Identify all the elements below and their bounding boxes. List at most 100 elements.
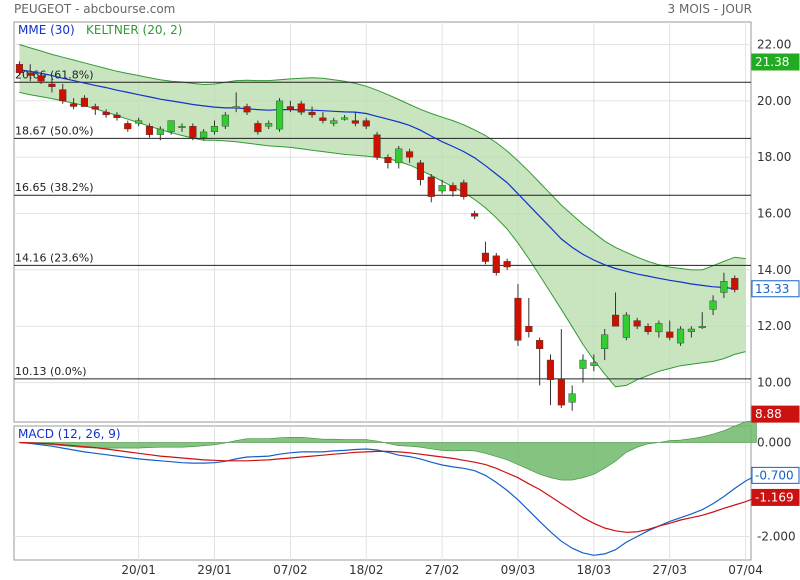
- candle-body: [677, 328, 685, 344]
- candle-body: [341, 117, 349, 120]
- price-value-tag: 8.88: [755, 407, 782, 421]
- candle-body: [276, 100, 284, 130]
- candle-body: [655, 323, 663, 333]
- candle-body: [536, 340, 544, 349]
- x-tick-label: 18/03: [577, 563, 612, 577]
- chart-title: PEUGEOT - abcbourse.com: [14, 2, 176, 16]
- candle-body: [113, 114, 121, 118]
- candle-body: [427, 176, 435, 197]
- candle-body: [514, 297, 522, 341]
- candle-body: [557, 379, 565, 406]
- fibonacci-label: 14.16 (23.6%): [15, 251, 94, 264]
- candle-body: [709, 300, 717, 310]
- legend-keltner: KELTNER (20, 2): [86, 23, 182, 37]
- price-value-tag-fill: [752, 54, 799, 70]
- candle-body: [622, 314, 630, 338]
- candle-body: [698, 326, 706, 328]
- candle-body: [720, 281, 728, 293]
- fibonacci-label: 16.65 (38.2%): [15, 181, 94, 194]
- macd-y-tick-label: -2.000: [757, 529, 796, 543]
- candle-body: [644, 326, 652, 333]
- macd-value-tag-fill: [752, 489, 799, 506]
- candle-body: [156, 128, 164, 135]
- candle-body: [26, 72, 34, 76]
- candle-body: [15, 64, 24, 74]
- candle-body: [384, 156, 392, 163]
- candle-body: [601, 334, 609, 350]
- candle-body: [492, 255, 500, 273]
- period-label: 3 MOIS - JOUR: [667, 2, 752, 16]
- candle-body: [80, 97, 88, 107]
- keltner-upper-line: [19, 44, 746, 271]
- mme-line: [19, 69, 735, 290]
- candle-body: [70, 103, 78, 107]
- candle-body: [590, 362, 598, 366]
- price-value-tag-fill: [752, 406, 799, 423]
- candle-body: [362, 120, 370, 127]
- candle-body: [254, 123, 262, 133]
- candle-body: [124, 123, 132, 130]
- x-tick-label: 07/02: [273, 563, 308, 577]
- x-tick-label: 27/02: [425, 563, 460, 577]
- candle-body: [460, 182, 468, 197]
- candle-body: [373, 134, 381, 158]
- candle-body: [265, 123, 273, 127]
- macd-value-tag-box: [751, 466, 800, 484]
- y-tick-label: 16.00: [757, 207, 791, 221]
- candle-body: [612, 314, 620, 327]
- candle-body: [330, 120, 338, 124]
- candle-body: [525, 326, 533, 333]
- candle-body: [308, 111, 316, 116]
- legend-mme: MME (30): [18, 23, 75, 37]
- candle-body: [243, 106, 251, 113]
- candle-body: [37, 75, 45, 82]
- candle-body: [319, 117, 327, 121]
- candle-body: [91, 106, 99, 110]
- macd-value-tag: -0.700: [755, 468, 794, 482]
- candle-body: [471, 213, 479, 217]
- y-tick-label: 10.00: [757, 376, 791, 390]
- signal-line: [19, 441, 757, 533]
- price-value-tag: 13.33: [755, 282, 789, 296]
- candle-body: [666, 331, 674, 338]
- candle-body: [503, 261, 511, 268]
- macd-value-tag: -1.169: [755, 490, 794, 504]
- candle-body: [210, 125, 219, 132]
- x-tick-label: 27/03: [652, 563, 687, 577]
- candle-body: [48, 83, 56, 87]
- fibonacci-label: 18.67 (50.0%): [15, 124, 94, 137]
- candle-body: [189, 125, 197, 138]
- candle-body: [546, 359, 554, 380]
- candle-body: [200, 131, 208, 138]
- candle-body: [102, 111, 110, 116]
- x-tick-label: 09/03: [501, 563, 536, 577]
- keltner-band: [19, 44, 746, 387]
- candle-body: [406, 151, 414, 158]
- candle-body: [135, 120, 143, 124]
- candle-body: [731, 278, 739, 290]
- candle-body: [145, 125, 154, 135]
- candle-body: [481, 252, 490, 262]
- macd-line: [19, 441, 757, 556]
- macd-histogram: [19, 420, 757, 481]
- candle-body: [416, 162, 425, 180]
- legend-macd: MACD (12, 26, 9): [18, 427, 121, 441]
- candle-body: [449, 185, 457, 192]
- candle-body: [568, 393, 576, 403]
- candle-body: [286, 106, 294, 110]
- price-value-tag: 21.38: [755, 55, 789, 69]
- y-tick-label: 12.00: [757, 319, 791, 333]
- y-tick-label: 22.00: [757, 38, 791, 52]
- candle-body: [438, 185, 446, 192]
- y-tick-label: 14.00: [757, 263, 791, 277]
- price-value-tag-box: [751, 280, 800, 298]
- fibonacci-label: 10.13 (0.0%): [15, 365, 87, 378]
- x-tick-label: 07/04: [728, 563, 763, 577]
- y-tick-label: 20.00: [757, 94, 791, 108]
- x-tick-label: 18/02: [349, 563, 384, 577]
- x-tick-label: 20/01: [121, 563, 156, 577]
- candle-body: [579, 359, 587, 369]
- y-tick-label: 18.00: [757, 150, 791, 164]
- candle-body: [167, 120, 175, 133]
